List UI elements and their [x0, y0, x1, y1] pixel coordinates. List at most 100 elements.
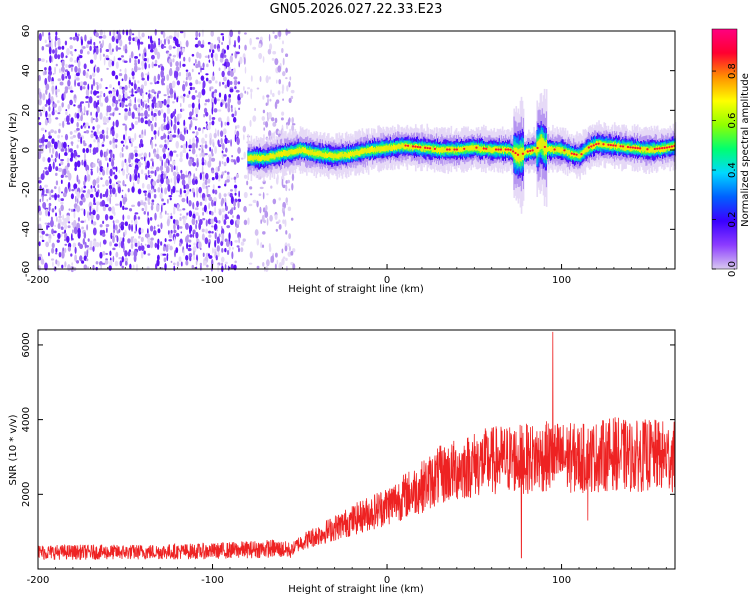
ridge-cell	[486, 147, 488, 153]
heatmap-cell	[208, 114, 212, 122]
heatmap-cell	[218, 179, 221, 182]
heatmap-cell	[80, 208, 85, 211]
heatmap-cell	[134, 59, 137, 64]
ridge-cell	[336, 154, 338, 159]
heatmap-cell	[176, 165, 179, 173]
heatmap-cell	[287, 118, 291, 126]
heatmap-cell	[175, 66, 180, 72]
heatmap-cell	[188, 210, 193, 217]
heatmap-cell	[285, 180, 288, 184]
heatmap-cell	[80, 187, 84, 193]
heatmap-cell	[198, 98, 200, 104]
heatmap-cell	[170, 212, 173, 216]
heatmap-cell	[234, 179, 236, 184]
heatmap-cell	[95, 242, 100, 248]
heatmap-cell	[39, 91, 42, 100]
heatmap-cell	[235, 227, 238, 235]
ridge-cell	[551, 146, 553, 153]
heatmap-cell	[250, 91, 253, 100]
heatmap-cell	[167, 130, 171, 135]
heatmap-cell	[193, 255, 196, 261]
heatmap-cell	[102, 141, 105, 144]
heatmap-cell	[178, 71, 182, 77]
heatmap-cell	[102, 233, 106, 237]
heatmap-cell	[285, 184, 288, 192]
heatmap-cell	[85, 101, 89, 104]
heatmap-cell	[198, 148, 201, 151]
heatmap-cell	[178, 194, 183, 198]
heatmap-cell	[259, 186, 264, 190]
heatmap-cell	[63, 168, 67, 176]
heatmap-cell	[204, 237, 209, 245]
heatmap-cell	[118, 99, 121, 102]
ridge-cell	[247, 155, 249, 162]
heatmap-cell	[112, 166, 117, 170]
heatmap-cell	[51, 110, 55, 116]
heatmap-cell	[185, 71, 189, 79]
heatmap-cell	[83, 113, 86, 116]
heatmap-cell	[228, 94, 232, 98]
heatmap-cell	[68, 86, 71, 90]
heatmap-cell	[234, 192, 237, 196]
heatmap-cell	[104, 204, 109, 208]
heatmap-cell	[221, 262, 224, 266]
heatmap-cell	[172, 219, 176, 224]
heatmap-cell	[236, 130, 240, 138]
heatmap-cell	[262, 231, 266, 235]
heatmap-cell	[146, 74, 150, 82]
heatmap-cell	[107, 162, 109, 168]
ridge-cell	[291, 148, 293, 155]
heatmap-cell	[131, 123, 135, 130]
heatmap-cell	[191, 218, 196, 226]
ridge-cell	[470, 145, 472, 151]
heatmap-cell	[204, 159, 207, 166]
heatmap-cell	[44, 167, 48, 170]
heatmap-cell	[133, 254, 137, 263]
heatmap-cell	[168, 159, 170, 166]
heatmap-cell	[166, 107, 171, 115]
heatmap-cell	[129, 263, 132, 270]
heatmap-cell	[57, 105, 62, 113]
heatmap-cell	[218, 67, 221, 72]
heatmap-cell	[197, 127, 201, 132]
heatmap-cell	[157, 92, 159, 99]
heatmap-cell	[60, 160, 64, 166]
heatmap-cell	[178, 256, 182, 262]
ridge-cell	[411, 145, 413, 151]
heatmap-cell	[96, 204, 99, 213]
heatmap-cell	[195, 259, 198, 266]
ridge-cell	[661, 146, 663, 152]
ridge-cell	[651, 147, 653, 154]
ridge-cell	[480, 147, 482, 152]
heatmap-cell	[204, 196, 207, 202]
ridge-cell	[387, 145, 389, 152]
heatmap-cell	[83, 208, 86, 217]
heatmap-cell	[120, 55, 125, 58]
heatmap-cell	[134, 120, 138, 126]
heatmap-cell	[204, 179, 208, 186]
heatmap-cell	[90, 38, 92, 45]
heatmap-cell	[75, 156, 78, 161]
heatmap-cell	[127, 238, 131, 244]
ridge-cell	[366, 147, 368, 153]
heatmap-cell	[205, 111, 209, 117]
ridge-cell	[345, 152, 347, 158]
heatmap-cell	[99, 251, 103, 259]
heatmap-cell	[266, 94, 270, 98]
ridge-cell	[352, 151, 354, 156]
heatmap-cell	[281, 175, 285, 182]
ridge-cell	[557, 146, 559, 152]
heatmap-cell	[98, 35, 103, 39]
heatmap-cell	[82, 238, 86, 245]
heatmap-cell	[61, 250, 65, 259]
heatmap-cell	[124, 115, 128, 121]
heatmap-cell	[162, 147, 166, 153]
heatmap-cell	[54, 130, 57, 134]
heatmap-cell	[202, 173, 205, 182]
heatmap-cell	[237, 81, 241, 85]
heatmap-cell	[114, 138, 118, 143]
heatmap-cell	[74, 246, 77, 254]
heatmap-cell	[177, 178, 180, 184]
heatmap-cell	[137, 58, 140, 65]
heatmap-cell	[202, 126, 206, 130]
